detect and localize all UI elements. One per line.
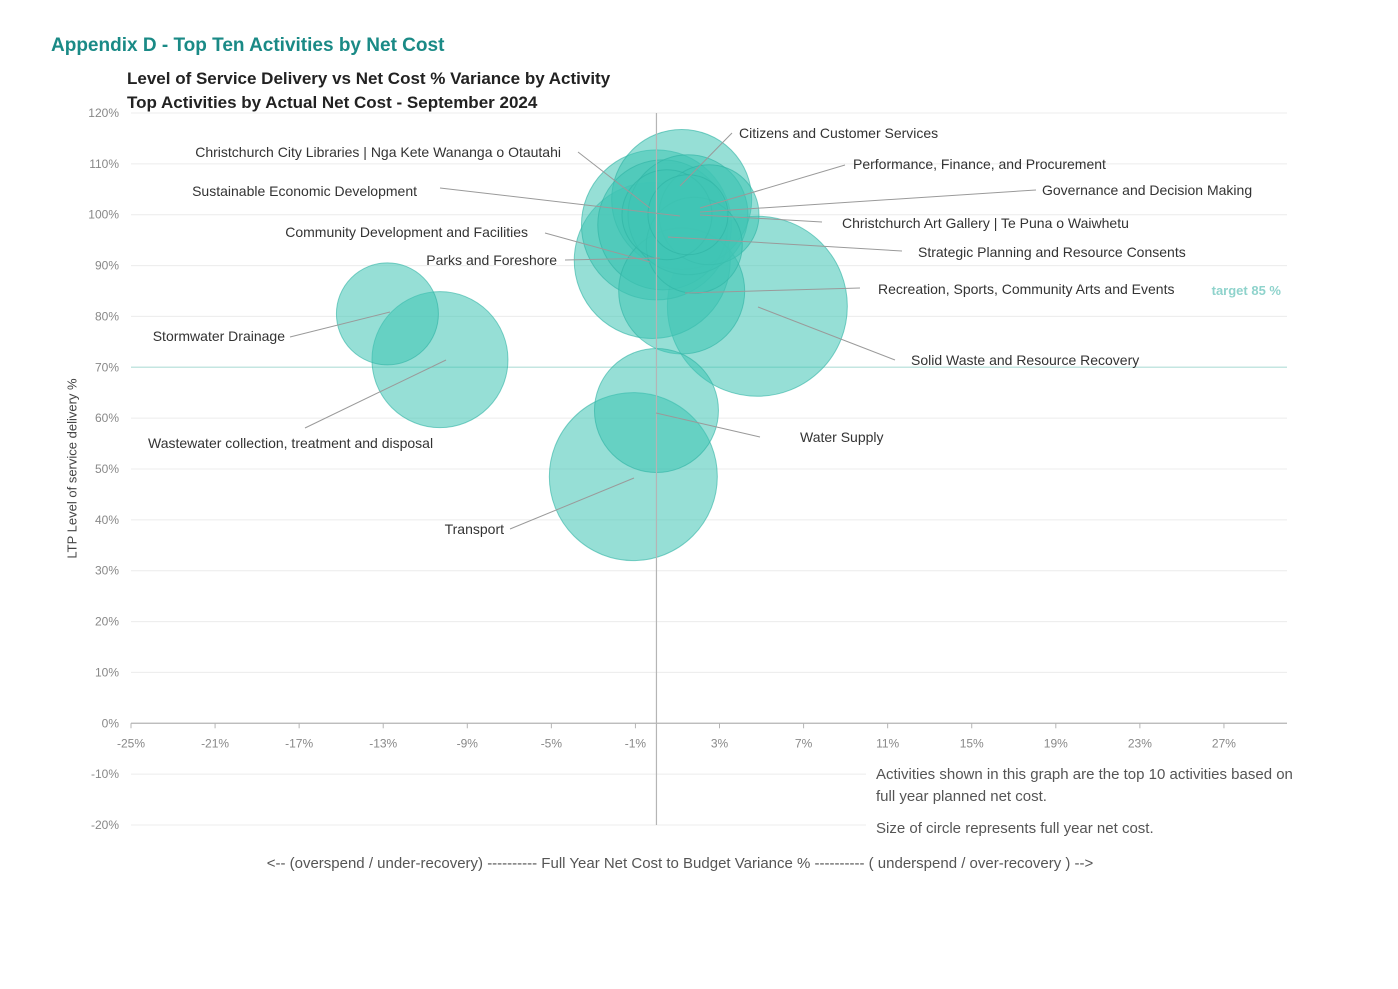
bubble-point <box>647 174 729 256</box>
y-tick-label: 10% <box>95 665 119 679</box>
x-tick-label: -13% <box>369 736 397 750</box>
leader-line <box>439 187 681 217</box>
note-line-1: Activities shown in this graph are the t… <box>876 766 1293 805</box>
leader-line <box>564 257 661 261</box>
leader-line <box>699 189 1037 213</box>
y-tick-label: 90% <box>95 259 119 273</box>
bubble-label: Governance and Decision Making <box>1042 182 1252 198</box>
x-axis-title: <-- (overspend / under-recovery) -------… <box>266 855 1094 872</box>
bubble-label: Performance, Finance, and Procurement <box>853 156 1106 172</box>
leader-line <box>577 151 651 209</box>
target-label: target 85 % <box>1212 283 1282 298</box>
appendix-title: Appendix D - Top Ten Activities by Net C… <box>51 35 445 56</box>
bubble-label: Water Supply <box>800 429 884 445</box>
y-tick-label: 70% <box>95 360 119 374</box>
chart-bubble-labels: Citizens and Customer Services Christchur… <box>148 125 1252 537</box>
leader-line <box>699 164 846 209</box>
x-tick-label: -9% <box>457 736 479 750</box>
y-tick-label: 40% <box>95 513 119 527</box>
bubble-label: Sustainable Economic Development <box>192 183 417 199</box>
chart-notes-box: Activities shown in this graph are the t… <box>866 756 1306 846</box>
bubble-label: Parks and Foreshore <box>426 252 557 268</box>
bubble-label: Christchurch Art Gallery | Te Puna o Wai… <box>842 215 1129 231</box>
bubble-label: Transport <box>445 521 505 537</box>
x-tick-label: 3% <box>711 736 729 750</box>
x-tick-label: 15% <box>960 736 984 750</box>
bubble-label: Recreation, Sports, Community Arts and E… <box>878 281 1174 297</box>
y-tick-label: 100% <box>88 208 119 222</box>
x-tick-label: -21% <box>201 736 229 750</box>
bubble-label: Wastewater collection, treatment and dis… <box>148 435 433 451</box>
x-tick-label: 23% <box>1128 736 1152 750</box>
chart-leader-lines <box>289 132 1037 530</box>
leader-line <box>304 359 447 429</box>
y-tick-label: 80% <box>95 309 119 323</box>
leader-line <box>289 311 391 338</box>
note-line-2: Size of circle represents full year net … <box>876 820 1154 837</box>
chart-title: Level of Service Delivery vs Net Cost % … <box>127 69 611 88</box>
x-tick-label: 11% <box>876 736 899 750</box>
leader-line <box>757 306 896 361</box>
bubble-label: Strategic Planning and Resource Consents <box>918 244 1186 260</box>
y-tick-label: 110% <box>89 157 119 171</box>
chart-subtitle: Top Activities by Actual Net Cost - Sept… <box>127 93 538 112</box>
leader-line <box>684 287 861 294</box>
leader-line <box>509 477 635 530</box>
leader-line <box>667 236 903 252</box>
y-tick-label: -10% <box>91 767 119 781</box>
bubble-label: Christchurch City Libraries | Nga Kete W… <box>195 144 561 160</box>
leader-line <box>699 214 823 223</box>
y-axis-title: LTP Level of service delivery % <box>64 378 80 559</box>
x-tick-label: -5% <box>541 736 563 750</box>
y-tick-label: 20% <box>95 615 119 629</box>
x-tick-label: 27% <box>1212 736 1236 750</box>
leader-line <box>655 412 761 438</box>
y-tick-label: -20% <box>91 818 119 832</box>
bubble-label: Community Development and Facilities <box>285 224 528 240</box>
x-tick-label: 7% <box>795 736 813 750</box>
y-tick-label: 30% <box>95 564 119 578</box>
x-tick-label: 19% <box>1044 736 1068 750</box>
y-tick-label: 60% <box>95 411 119 425</box>
bubble-label: Solid Waste and Resource Recovery <box>911 352 1139 368</box>
chart-axes: 120% 110% 100% 90% 80% 70% 60% 50% 40% 30% 20% 10% 0… <box>88 106 1287 832</box>
x-tick-label: -1% <box>625 736 647 750</box>
x-tick-label: -17% <box>285 736 313 750</box>
y-tick-label: 120% <box>88 106 119 120</box>
leader-line <box>679 132 733 187</box>
bubble-label: Stormwater Drainage <box>153 328 285 344</box>
bubble-point <box>335 262 439 366</box>
y-tick-label: 50% <box>95 462 119 476</box>
x-tick-label: -25% <box>117 736 145 750</box>
leader-line <box>544 232 651 263</box>
bubble-label: Citizens and Customer Services <box>739 125 938 141</box>
y-tick-label: 0% <box>102 716 120 730</box>
